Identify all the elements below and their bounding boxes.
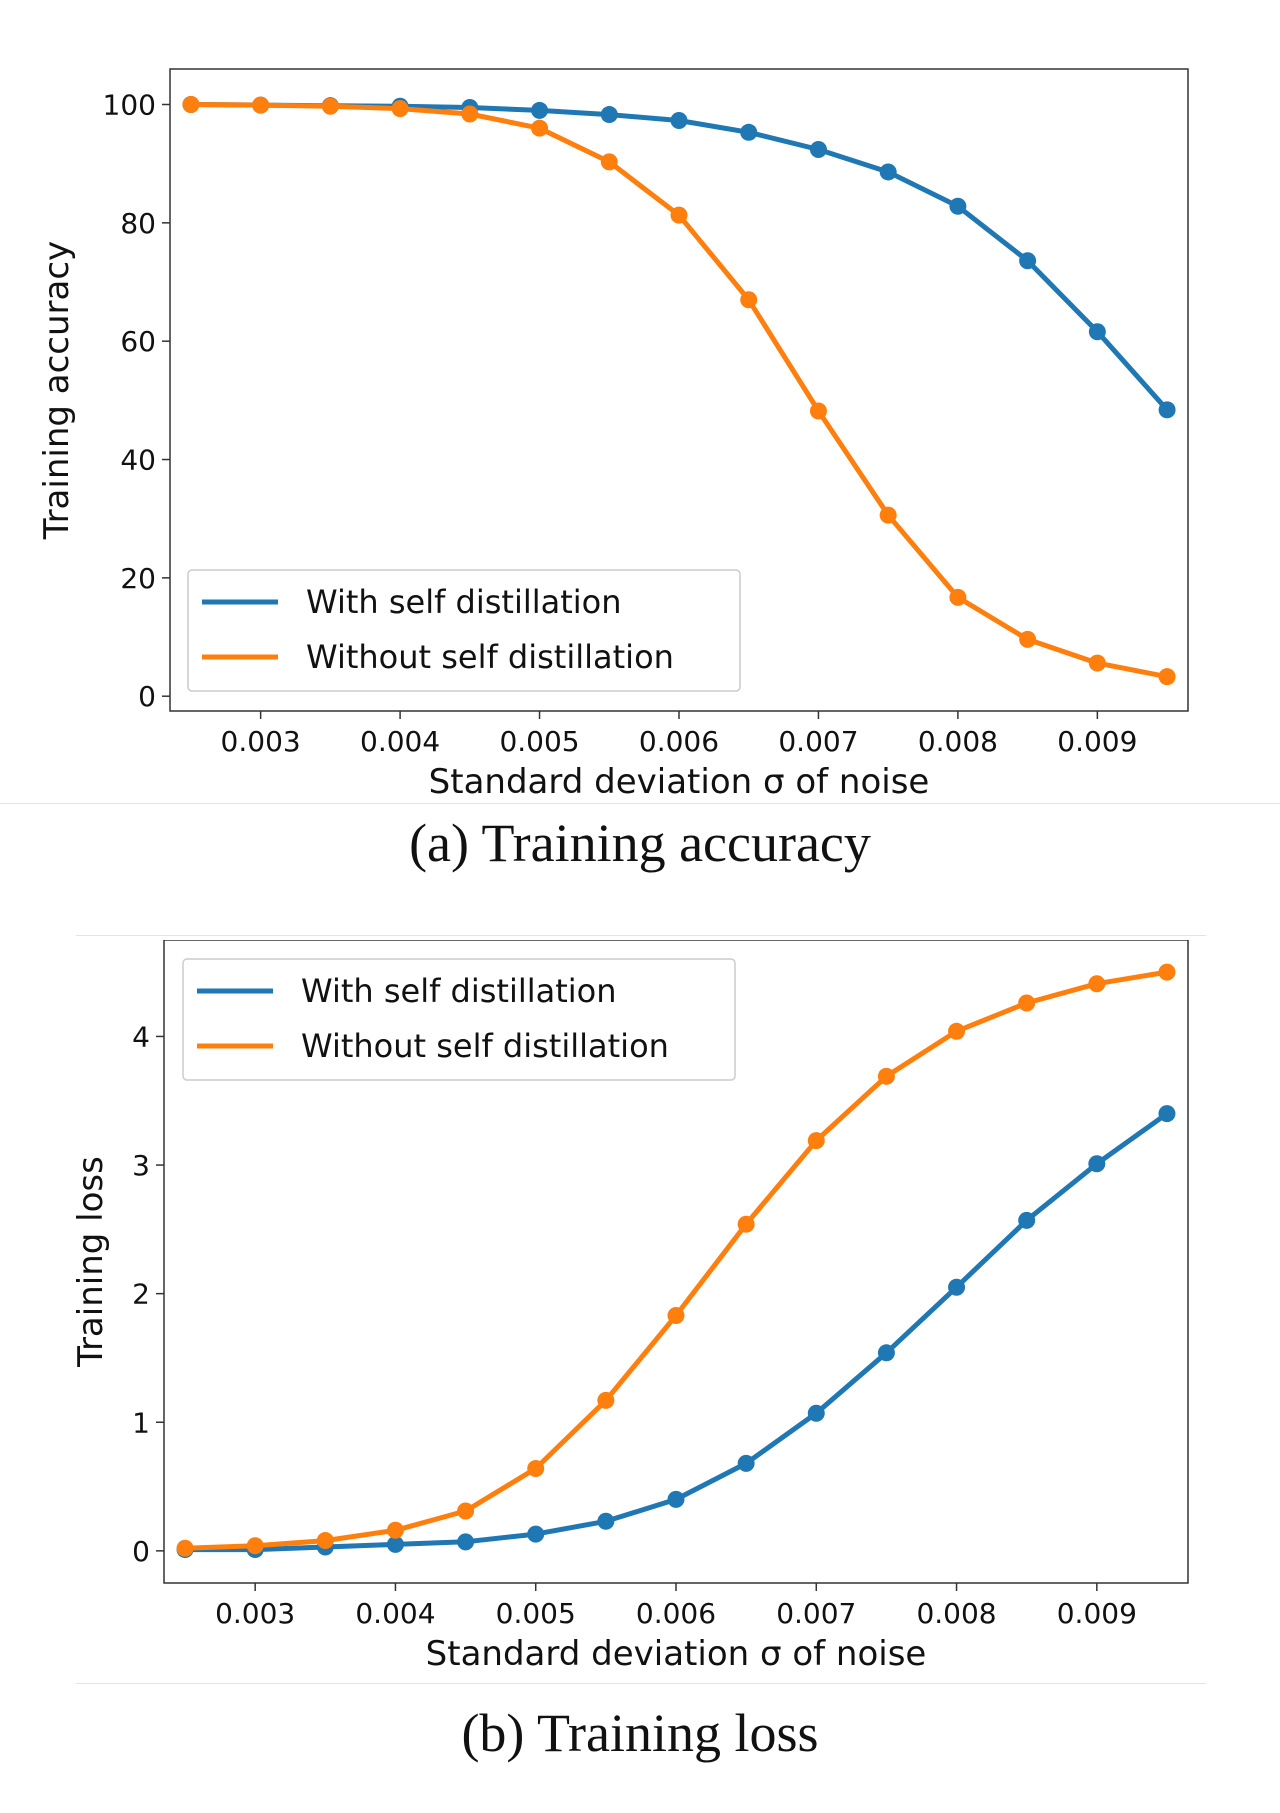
x-tick-label: 0.006: [639, 725, 719, 758]
data-point-with-self-distillation: [737, 1454, 755, 1472]
separator: [0, 803, 1280, 804]
x-tick-label: 0.003: [221, 725, 301, 758]
data-point-without-self-distillation: [321, 97, 339, 115]
legend-box: [182, 958, 736, 1081]
x-axis-label: Standard deviation σ of noise: [429, 762, 930, 802]
data-point-without-self-distillation: [386, 1521, 404, 1539]
data-point-without-self-distillation: [670, 206, 688, 224]
data-point-with-self-distillation: [740, 123, 758, 141]
data-point-without-self-distillation: [877, 1067, 895, 1085]
data-point-without-self-distillation: [1158, 963, 1176, 981]
data-point-without-self-distillation: [391, 100, 409, 118]
x-tick-label: 0.007: [778, 725, 858, 758]
separator: [76, 935, 1206, 936]
x-tick-label: 0.009: [1057, 1597, 1137, 1630]
data-point-without-self-distillation: [740, 291, 758, 309]
data-point-without-self-distillation: [1019, 630, 1037, 648]
data-point-without-self-distillation: [807, 1132, 825, 1150]
x-tick-label: 0.003: [215, 1597, 295, 1630]
data-point-without-self-distillation: [252, 96, 270, 114]
data-point-without-self-distillation: [600, 153, 618, 171]
y-tick-label: 3: [132, 1149, 150, 1182]
data-point-without-self-distillation: [531, 119, 549, 137]
data-point-with-self-distillation: [877, 1344, 895, 1362]
y-tick-label: 1: [132, 1406, 150, 1439]
data-point-without-self-distillation: [457, 1502, 475, 1520]
y-tick-label: 100: [103, 89, 156, 122]
data-point-without-self-distillation: [667, 1307, 685, 1325]
data-point-with-self-distillation: [1018, 1211, 1036, 1229]
data-point-without-self-distillation: [527, 1460, 545, 1478]
training-accuracy-chart: 0 20 40 60 80 100 0.003 0.004 0.005 0.006 0.007 0.0…: [37, 68, 1189, 802]
data-point-without-self-distillation: [948, 1022, 966, 1040]
caption-a: (a) Training accuracy: [409, 813, 871, 873]
data-point-without-self-distillation: [949, 588, 967, 606]
data-point-without-self-distillation: [737, 1215, 755, 1233]
legend-box: [187, 569, 741, 692]
data-point-with-self-distillation: [670, 111, 688, 129]
data-point-without-self-distillation: [1158, 668, 1176, 686]
data-point-without-self-distillation: [1088, 654, 1106, 672]
y-tick-label: 4: [132, 1020, 150, 1053]
x-tick-label: 0.004: [360, 725, 440, 758]
caption-b: (b) Training loss: [461, 1703, 819, 1763]
legend-label-with-self-distillation: With self distillation: [301, 972, 617, 1010]
y-axis-label: Training accuracy: [37, 241, 77, 540]
data-point-without-self-distillation: [1018, 994, 1036, 1012]
x-tick-label: 0.008: [916, 1597, 996, 1630]
data-point-with-self-distillation: [600, 106, 618, 124]
x-tick-label: 0.005: [496, 1597, 576, 1630]
y-tick-label: 0: [132, 1535, 150, 1568]
y-tick-label: 0: [138, 680, 156, 713]
data-point-without-self-distillation: [182, 96, 200, 114]
data-point-without-self-distillation: [1088, 975, 1106, 993]
training-loss-chart: 0 1 2 3 4 0.003 0.004 0.005 0.006 0.007 0.008 0.009…: [71, 940, 1189, 1674]
x-tick-label: 0.005: [499, 725, 579, 758]
data-point-without-self-distillation: [597, 1391, 615, 1409]
y-tick-label: 80: [120, 207, 156, 240]
data-point-with-self-distillation: [1158, 401, 1176, 419]
data-point-with-self-distillation: [667, 1490, 685, 1508]
data-point-with-self-distillation: [879, 163, 897, 181]
y-axis-label: Training loss: [71, 1156, 111, 1368]
data-point-with-self-distillation: [1019, 252, 1037, 270]
data-point-with-self-distillation: [807, 1404, 825, 1422]
y-tick-label: 2: [132, 1278, 150, 1311]
data-point-with-self-distillation: [809, 140, 827, 158]
x-tick-label: 0.004: [355, 1597, 435, 1630]
legend-label-without-self-distillation: Without self distillation: [301, 1027, 669, 1065]
separator: [76, 1683, 1206, 1684]
x-tick-label: 0.009: [1057, 725, 1137, 758]
data-point-with-self-distillation: [1088, 1155, 1106, 1173]
x-tick-label: 0.007: [776, 1597, 856, 1630]
x-tick-label: 0.008: [918, 725, 998, 758]
legend-label-without-self-distillation: Without self distillation: [306, 638, 674, 676]
data-point-without-self-distillation: [879, 506, 897, 524]
data-point-without-self-distillation: [461, 105, 479, 123]
data-point-without-self-distillation: [809, 402, 827, 420]
y-tick-label: 40: [120, 444, 156, 477]
data-point-with-self-distillation: [1158, 1105, 1176, 1123]
data-point-with-self-distillation: [1088, 323, 1106, 341]
data-point-with-self-distillation: [386, 1535, 404, 1553]
x-tick-label: 0.006: [636, 1597, 716, 1630]
data-point-without-self-distillation: [316, 1532, 334, 1550]
data-point-with-self-distillation: [527, 1525, 545, 1543]
data-point-with-self-distillation: [597, 1512, 615, 1530]
y-tick-label: 20: [120, 562, 156, 595]
data-point-with-self-distillation: [948, 1278, 966, 1296]
data-point-without-self-distillation: [176, 1539, 194, 1557]
y-tick-label: 60: [120, 325, 156, 358]
data-point-with-self-distillation: [531, 101, 549, 119]
legend-label-with-self-distillation: With self distillation: [306, 583, 622, 621]
data-point-with-self-distillation: [949, 197, 967, 215]
data-point-with-self-distillation: [457, 1533, 475, 1551]
x-axis-label: Standard deviation σ of noise: [426, 1634, 927, 1674]
data-point-without-self-distillation: [246, 1537, 264, 1555]
